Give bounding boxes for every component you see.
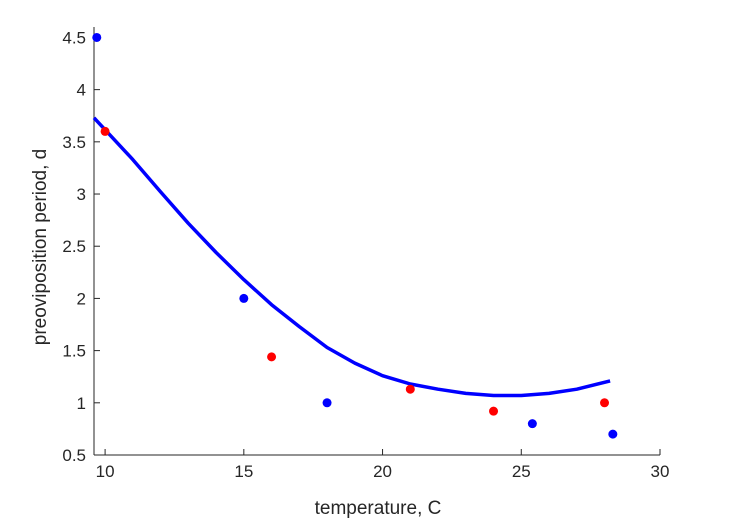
tick-labels-layer: 10 15 20 25 30 0.5 1 1.5 2 2.5 3 3.5 4 4.5: [62, 28, 669, 481]
y-tick-label: 4: [77, 81, 86, 100]
fit-curve-line: [92, 116, 611, 398]
y-axis-label: preoviposition period, d: [30, 149, 51, 345]
x-tick-label: 25: [512, 462, 531, 481]
blue-data-point: [527, 419, 537, 429]
y-tick-label: 1.5: [62, 342, 86, 361]
blue-data-point: [92, 32, 102, 42]
x-tick-label: 30: [651, 462, 670, 481]
axes: [93, 27, 661, 456]
blue-data-point: [322, 398, 332, 408]
y-tick-label: 2: [77, 289, 86, 308]
fit-curve-layer: [92, 116, 611, 398]
y-tick-label: 0.5: [62, 446, 86, 465]
y-tick-label: 1: [77, 394, 86, 413]
y-tick-label: 4.5: [62, 28, 86, 47]
blue-data-point: [608, 429, 618, 439]
red-data-point: [405, 384, 415, 394]
red-data-point: [267, 352, 277, 362]
y-tick-label: 3: [77, 185, 86, 204]
data-points-layer: [92, 32, 618, 439]
y-tick-label: 3.5: [62, 133, 86, 152]
x-axis-label: temperature, C: [315, 498, 442, 519]
y-tick-label: 2.5: [62, 237, 86, 256]
red-data-point: [600, 398, 610, 408]
blue-data-point: [239, 293, 249, 303]
x-tick-label: 10: [96, 462, 115, 481]
red-data-point: [489, 406, 499, 416]
x-tick-label: 15: [234, 462, 253, 481]
red-data-point: [100, 126, 110, 136]
x-tick-label: 20: [373, 462, 392, 481]
